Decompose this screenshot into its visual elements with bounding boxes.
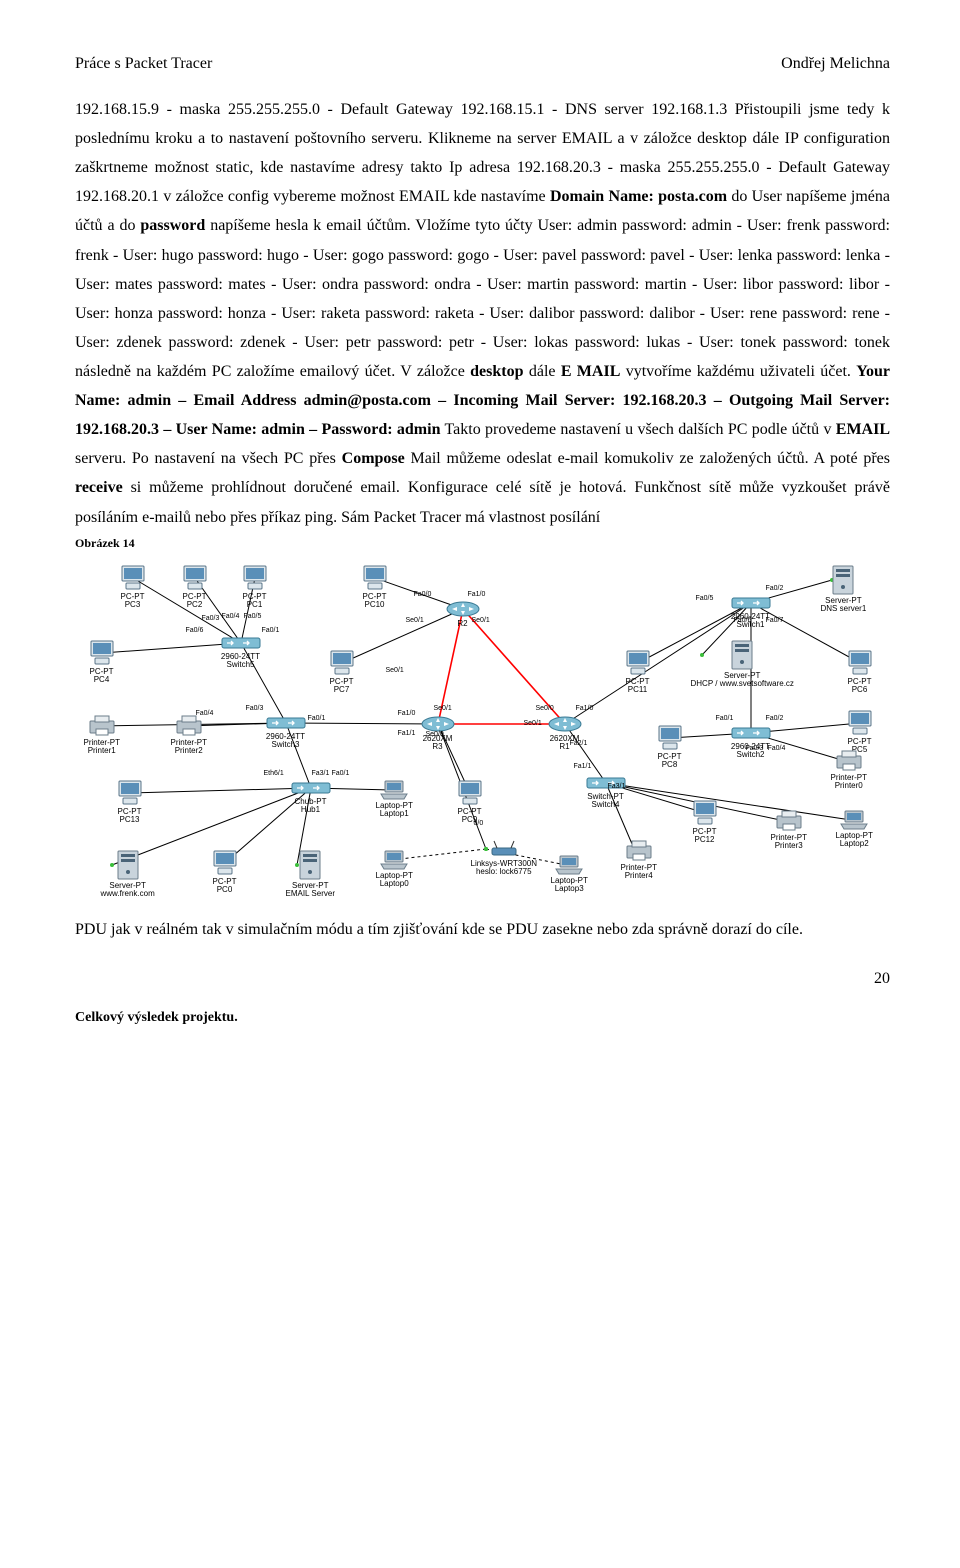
device-laptop0: Laptop-PTLaptop0 — [376, 850, 413, 889]
device-pc2: PC-PTPC2 — [181, 565, 209, 610]
device-sw4: Switch-PTSwitch4 — [586, 775, 626, 810]
page: Práce s Packet Tracer Ondřej Melichna 19… — [0, 0, 960, 1056]
text-bold: EMAIL — [836, 421, 890, 438]
device-r2: R2 — [446, 600, 480, 628]
device-pc1: PC-PTPC1 — [241, 565, 269, 610]
device-pc11: PC-PTPC11 — [624, 650, 652, 695]
device-pc12: PC-PTPC12 — [691, 800, 719, 845]
port-label: Fa0/1 — [716, 715, 734, 722]
section-heading: Celkový výsledek projektu. — [75, 1010, 890, 1026]
device-sw3: 2960-24TTSwitch3 — [266, 715, 306, 750]
port-label: Fa1/0 — [576, 705, 594, 712]
port-label: Fa0/6 — [734, 617, 752, 624]
port-label: Fa1/0 — [398, 710, 416, 717]
text-bold: E MAIL — [561, 363, 621, 380]
port-label: Fa0/1 — [308, 715, 326, 722]
port-label: Fa0/1 — [332, 770, 350, 777]
device-prn1: Printer-PTPrinter1 — [84, 715, 120, 756]
port-label: Fa2/1 — [570, 740, 588, 747]
device-laptop1: Laptop-PTLaptop1 — [376, 780, 413, 819]
port-label: Se0/0 — [536, 705, 554, 712]
port-label: Se0/1 — [472, 617, 490, 624]
figure-label: Obrázek 14 — [75, 536, 890, 551]
device-dhcp: Server-PTDHCP / www.svetsoftware.cz — [691, 640, 794, 689]
text-run: vytvoříme každému uživateli účet. — [620, 363, 856, 380]
port-label: Fa3/1 — [608, 783, 626, 790]
port-label: 0/0 — [474, 820, 484, 827]
device-prn0: Printer-PTPrinter0 — [831, 750, 867, 791]
device-prn3: Printer-PTPrinter3 — [771, 810, 807, 851]
port-label: Fa0/5 — [244, 613, 262, 620]
port-label: Se0/0 — [426, 731, 444, 738]
header-right: Ondřej Melichna — [781, 55, 890, 73]
text-bold: desktop — [470, 363, 523, 380]
device-laptop2: Laptop-PTLaptop2 — [836, 810, 873, 849]
port-label: Se0/1 — [434, 705, 452, 712]
text-run: Takto provedeme nastavení u všech dalšíc… — [440, 421, 835, 438]
device-sw5: 2960-24TTSwitch5 — [221, 635, 261, 670]
port-label: Fa0/3 — [246, 705, 264, 712]
header-left: Práce s Packet Tracer — [75, 55, 212, 73]
text-bold: password — [140, 217, 205, 234]
device-pc8: PC-PTPC8 — [656, 725, 684, 770]
device-pc5: PC-PTPC5 — [846, 710, 874, 755]
text-bold: receive — [75, 479, 123, 496]
device-sw2: 2960-24TTSwitch2 — [731, 725, 771, 760]
body-paragraph-1: 192.168.15.9 - maska 255.255.255.0 - Def… — [75, 95, 890, 532]
port-label: Fa3/1 — [312, 770, 330, 777]
port-label: Fa0/4 — [196, 710, 214, 717]
text-run: napíšeme hesla k email účtům. Vložíme ty… — [75, 217, 890, 380]
text-run: si můžeme prohlídnout doručené email. Ko… — [75, 479, 890, 525]
device-prn2: Printer-PTPrinter2 — [171, 715, 207, 756]
device-prn4: Printer-PTPrinter4 — [621, 840, 657, 881]
device-hub1: Chub-PTHub1 — [291, 780, 331, 815]
port-label: Fa0/3 — [746, 745, 764, 752]
device-dns: Server-PTDNS server1 — [821, 565, 867, 614]
page-header: Práce s Packet Tracer Ondřej Melichna — [75, 55, 890, 73]
port-label: Fa0/1 — [262, 627, 280, 634]
port-label: Fa0/0 — [414, 591, 432, 598]
device-pc7: PC-PTPC7 — [328, 650, 356, 695]
port-label: Fa1/0 — [468, 591, 486, 598]
body-paragraph-2: PDU jak v reálném tak v simulačním módu … — [75, 915, 890, 944]
text-bold: Compose — [342, 450, 405, 467]
port-label: Se0/1 — [524, 720, 542, 727]
port-label: Fa0/2 — [766, 585, 784, 592]
port-label: Se0/1 — [386, 667, 404, 674]
text-bold: Domain Name: posta.com — [550, 188, 727, 205]
device-pc3: PC-PTPC3 — [119, 565, 147, 610]
device-frenk: Server-PTwww.frenk.com — [101, 850, 155, 899]
device-pc4: PC-PTPC4 — [88, 640, 116, 685]
device-pc10: PC-PTPC10 — [361, 565, 389, 610]
port-label: Fa1/1 — [398, 730, 416, 737]
text-run: Mail můžeme odeslat e-mail komukoliv ze … — [405, 450, 890, 467]
device-pc9: PC-PTPC9 — [456, 780, 484, 825]
device-pc13: PC-PTPC13 — [116, 780, 144, 825]
port-label: Fa0/4 — [222, 613, 240, 620]
page-number: 20 — [75, 970, 890, 988]
port-label: Fa0/2 — [766, 715, 784, 722]
device-pc0: PC-PTPC0 — [211, 850, 239, 895]
network-diagram: PC-PTPC3 PC-PTPC2 PC-PTPC1 PC-PTPC10 PC-… — [76, 555, 890, 905]
port-label: Fa0/7 — [766, 617, 784, 624]
port-label: Eth6/1 — [264, 770, 284, 777]
port-label: Fa0/5 — [696, 595, 714, 602]
device-wrt: Linksys-WRT300Nheslo: lock6775 — [471, 840, 538, 877]
port-label: Fa0/4 — [768, 745, 786, 752]
port-label: Fa1/1 — [574, 763, 592, 770]
port-label: Se0/1 — [406, 617, 424, 624]
port-label: Fa0/3 — [202, 615, 220, 622]
text-run: serveru. Po nastavení na všech PC přes — [75, 450, 342, 467]
port-label: Fa0/6 — [186, 627, 204, 634]
device-laptop3: Laptop-PTLaptop3 — [551, 855, 588, 894]
device-email: Server-PTEMAIL Server — [286, 850, 336, 899]
text-run: dále — [524, 363, 561, 380]
device-pc6: PC-PTPC6 — [846, 650, 874, 695]
device-sw1: 2960-24TTSwitch1 — [731, 595, 771, 630]
